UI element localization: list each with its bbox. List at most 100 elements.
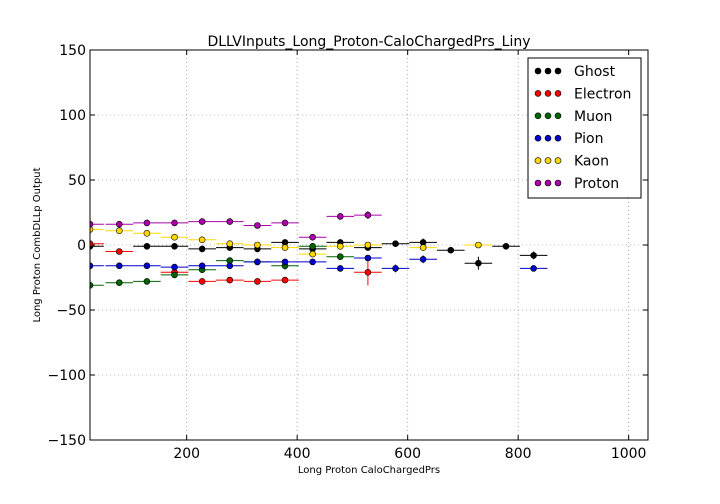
data-point — [115, 227, 123, 234]
legend-marker — [554, 157, 562, 164]
data-point — [530, 265, 537, 272]
legend-marker — [534, 67, 542, 75]
data-point — [90, 226, 94, 233]
data-point — [392, 240, 399, 247]
data-point — [143, 243, 151, 250]
data-point — [309, 243, 316, 250]
data-point — [419, 255, 427, 263]
legend-label: Ghost — [574, 64, 616, 80]
y-tick-label: 0 — [77, 238, 86, 254]
data-point — [198, 262, 206, 270]
data-point — [171, 271, 178, 279]
legend-marker — [554, 67, 562, 75]
legend-label: Kaon — [574, 154, 609, 170]
data-point — [90, 282, 94, 289]
data-point — [336, 243, 344, 250]
data-point — [143, 230, 151, 237]
data-point — [90, 262, 94, 270]
legend-marker — [554, 112, 562, 120]
legend-marker — [544, 157, 552, 164]
series-pion — [90, 254, 548, 273]
legend-marker — [534, 179, 542, 187]
series-electron — [90, 240, 382, 286]
legend-marker — [544, 134, 552, 142]
legend-entry-proton: Proton — [534, 176, 619, 192]
legend-marker — [554, 134, 562, 142]
data-point — [226, 276, 234, 284]
plot-area — [90, 211, 548, 289]
data-point — [115, 279, 123, 287]
y-axis-label: Long Proton CombDLLp Output — [32, 167, 43, 322]
y-tick-label: −100 — [48, 368, 86, 384]
data-point — [143, 219, 151, 227]
data-point — [254, 258, 261, 266]
data-point — [226, 218, 234, 225]
y-tick-label: −150 — [48, 433, 86, 449]
data-point — [198, 245, 206, 253]
y-tick-label: 150 — [59, 43, 86, 59]
legend-label: Muon — [574, 109, 612, 125]
series-proton — [90, 211, 382, 241]
data-point — [364, 268, 372, 276]
legend-marker — [554, 90, 562, 97]
data-point — [530, 252, 537, 259]
data-point — [115, 248, 123, 255]
data-point — [281, 276, 289, 284]
x-tick-label: 400 — [284, 446, 311, 462]
data-point — [336, 213, 344, 220]
data-point — [171, 243, 178, 250]
data-point — [364, 241, 372, 249]
data-point — [171, 263, 178, 271]
x-axis-label: Long Proton CaloChargedPrs — [298, 465, 440, 476]
legend-marker — [544, 90, 552, 97]
data-point — [226, 262, 234, 270]
legend-label: Pion — [574, 131, 603, 147]
data-point — [115, 262, 123, 270]
data-point — [281, 219, 289, 227]
data-point — [254, 222, 261, 229]
legend-marker — [534, 134, 542, 142]
legend-entry-electron: Electron — [534, 86, 631, 102]
data-point — [475, 241, 482, 249]
legend-label: Electron — [574, 86, 631, 102]
legend-marker — [554, 179, 562, 187]
y-tick-label: 50 — [68, 173, 86, 189]
data-point — [115, 220, 123, 228]
data-point — [198, 218, 206, 225]
legend-marker — [544, 179, 552, 187]
legend-marker — [534, 112, 542, 120]
legend-entry-pion: Pion — [534, 131, 603, 147]
data-point — [336, 265, 344, 272]
data-point — [419, 244, 427, 251]
data-point — [90, 240, 94, 247]
legend-box — [527, 57, 642, 199]
data-point — [502, 243, 510, 250]
legend-marker — [534, 157, 542, 164]
data-point — [475, 259, 482, 267]
data-point — [226, 240, 234, 247]
data-point — [364, 254, 372, 262]
data-point — [90, 220, 94, 228]
data-point — [309, 258, 316, 266]
data-point — [309, 250, 316, 258]
data-point — [364, 211, 372, 219]
axis-ticks: 200 400 600 800 1000 −150 −100 −50 0 50 100 150 — [48, 43, 648, 462]
data-point — [143, 278, 151, 285]
legend-marker — [534, 90, 542, 97]
data-point — [336, 253, 344, 261]
data-point — [392, 265, 399, 272]
legend-marker — [544, 112, 552, 120]
legend-entry-muon: Muon — [534, 109, 612, 125]
x-tick-label: 200 — [173, 446, 200, 462]
data-point — [198, 236, 206, 244]
legend-entry-ghost: Ghost — [534, 64, 616, 80]
y-tick-label: −50 — [56, 303, 86, 319]
legend-marker — [544, 67, 552, 75]
chart-title: DLLVInputs_Long_Proton-CaloChargedPrs_Li… — [207, 34, 530, 50]
data-point — [447, 246, 455, 254]
data-point — [254, 278, 261, 285]
x-tick-label: 600 — [394, 446, 421, 462]
legend: Ghost Electron Muon Pion Kaon Proton — [527, 57, 642, 199]
data-point — [281, 258, 289, 266]
